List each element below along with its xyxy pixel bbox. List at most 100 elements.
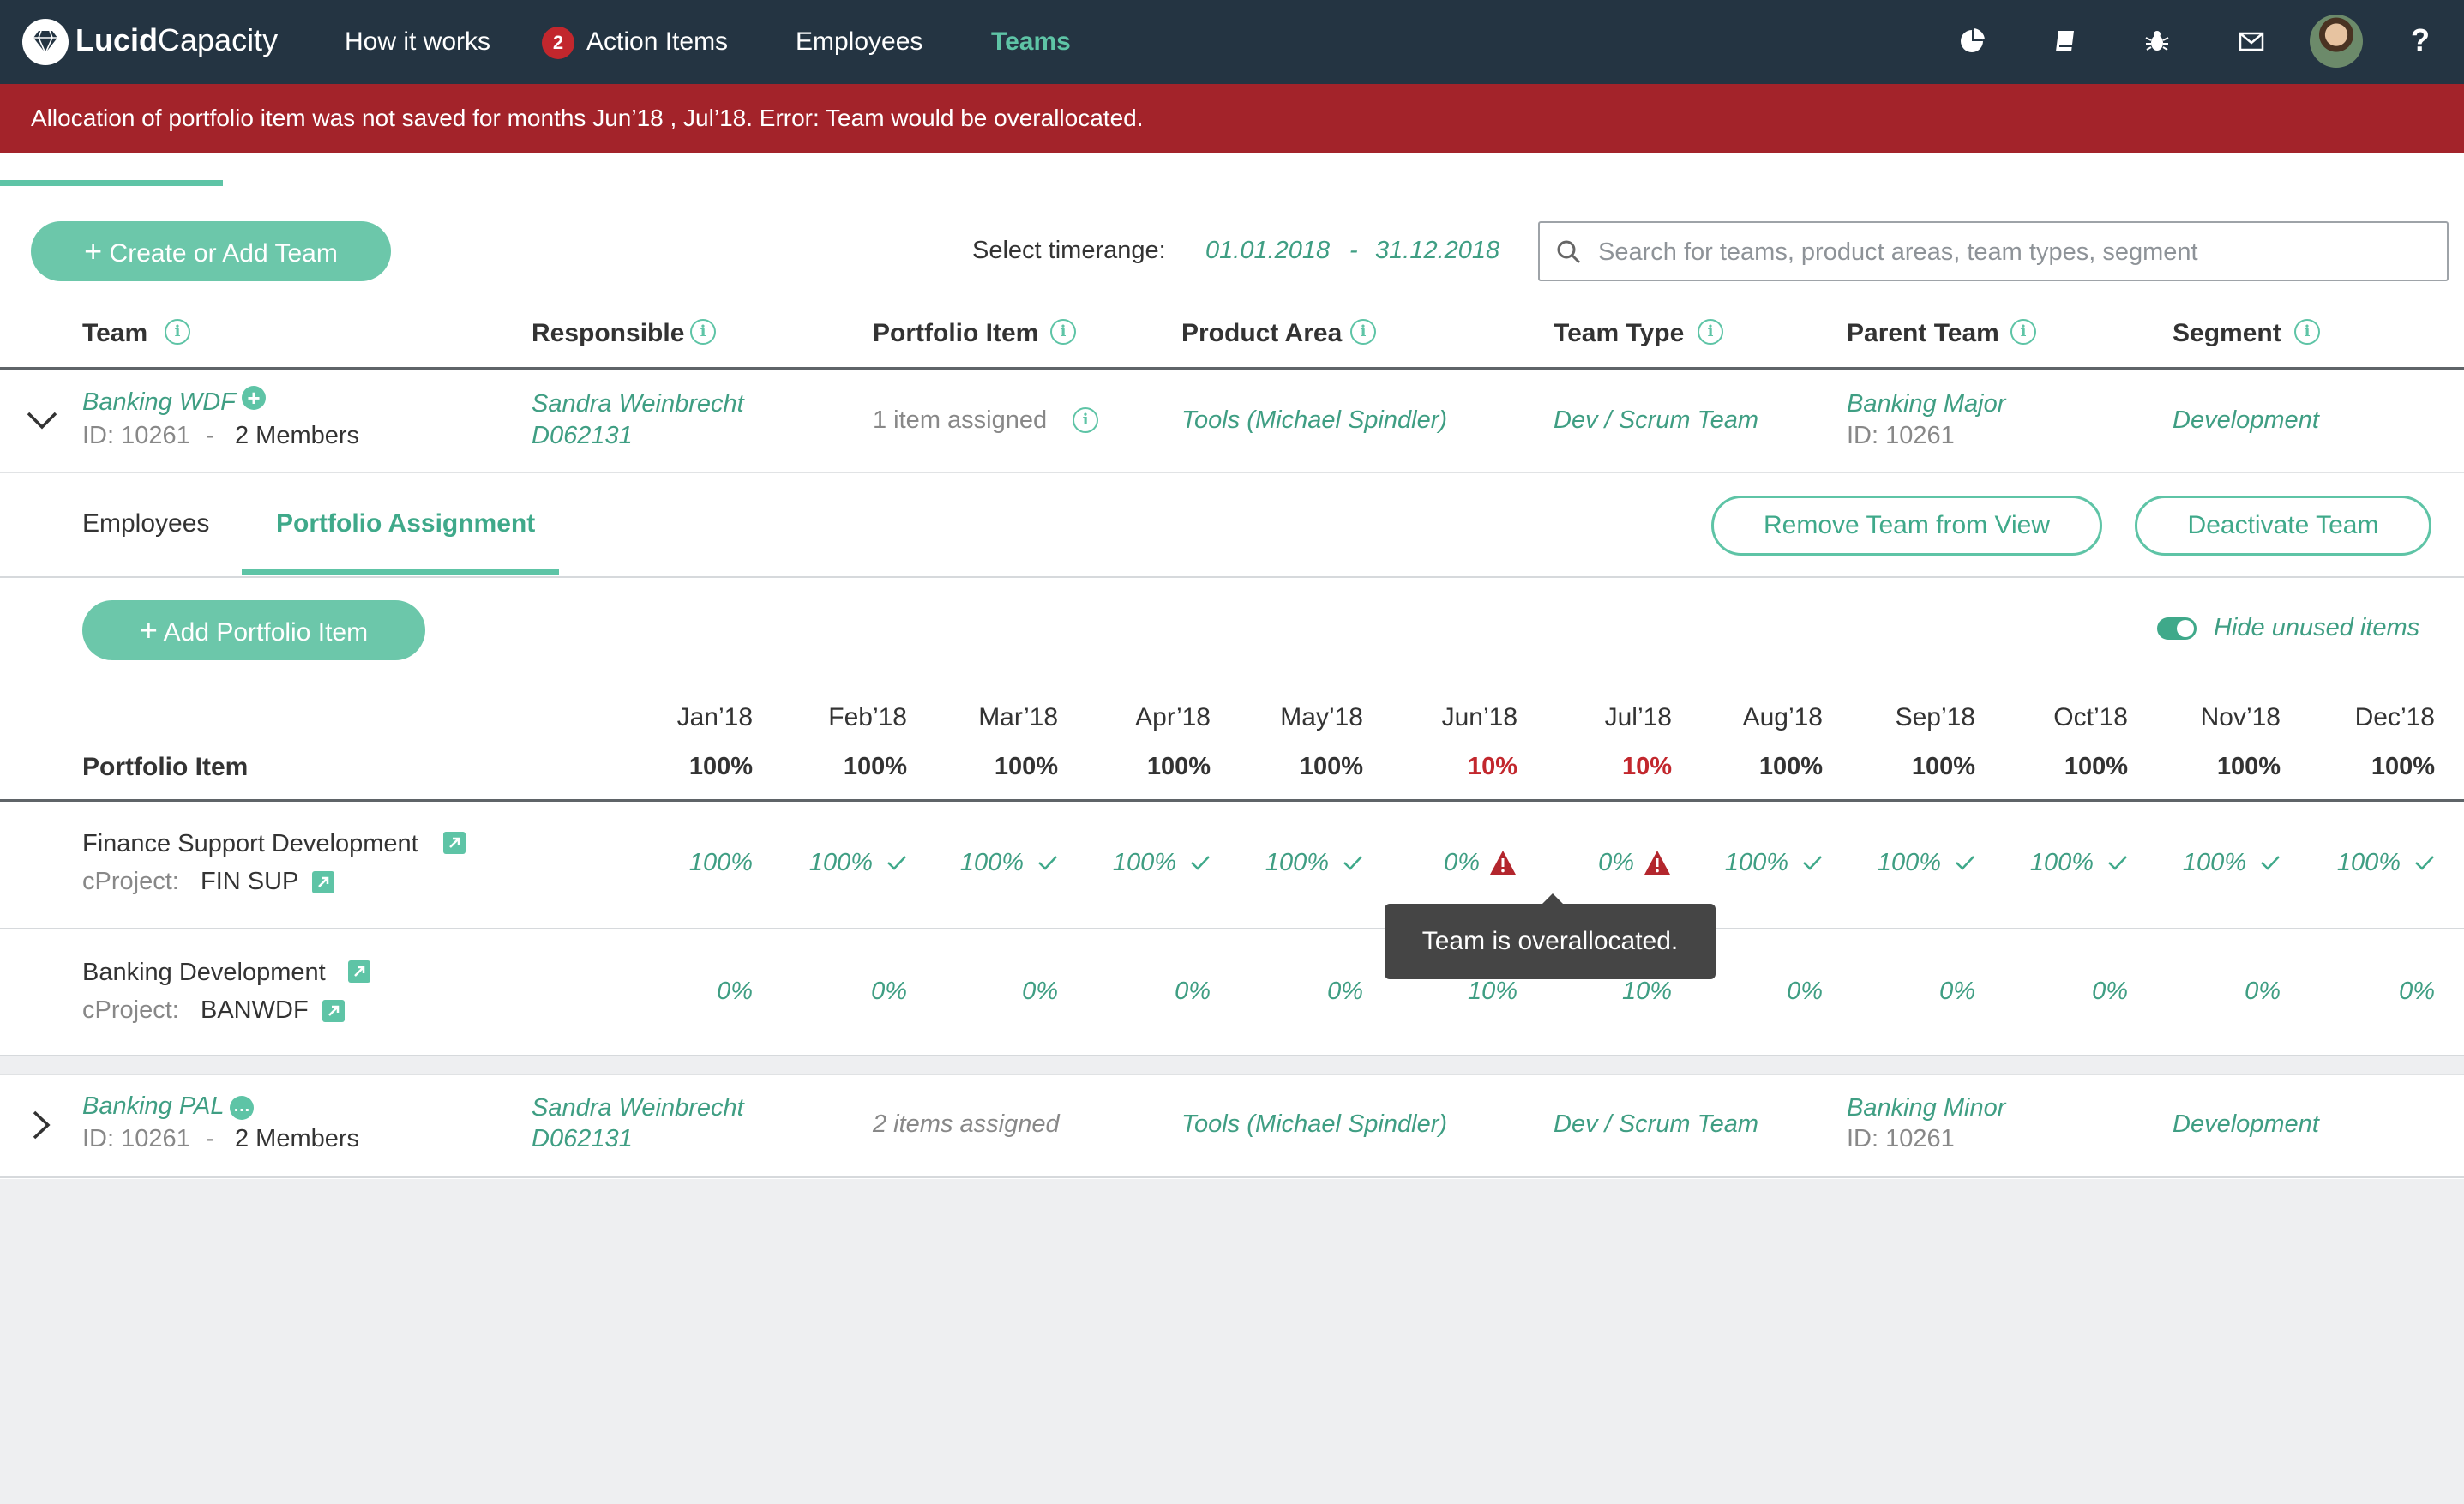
month-label: Jul’18 (1604, 703, 1672, 731)
cproject-label: cProject: (82, 868, 179, 895)
nav-how-it-works[interactable]: How it works (345, 27, 491, 56)
allocation-cell[interactable]: 100% (1112, 849, 1176, 876)
tab-portfolio-assignment[interactable]: Portfolio Assignment (276, 509, 536, 538)
add-portfolio-item-button[interactable]: + Add Portfolio Item (82, 600, 425, 660)
column-header-responsible[interactable]: Responsible (532, 319, 685, 347)
allocation-cell[interactable]: 100% (1265, 849, 1329, 876)
info-icon[interactable]: i (2010, 319, 2036, 345)
info-icon[interactable]: i (2294, 319, 2320, 345)
remove-team-from-view-button[interactable]: Remove Team from View (1711, 496, 2102, 556)
allocation-cell[interactable]: 0% (2092, 978, 2128, 1005)
external-link-icon[interactable] (312, 871, 334, 893)
team-members[interactable]: 2 Members (235, 1125, 360, 1152)
allocation-cell[interactable]: 0% (1327, 978, 1363, 1005)
check-icon (1038, 856, 1057, 870)
month-label: Dec’18 (2354, 703, 2435, 731)
external-link-icon[interactable] (322, 1000, 345, 1022)
column-header-team[interactable]: Team (82, 319, 148, 347)
allocation-cell[interactable]: 100% (1877, 849, 1941, 876)
allocation-cell[interactable]: 100% (808, 849, 873, 876)
allocation-cell[interactable]: 100% (959, 849, 1024, 876)
portfolio-item-column-header[interactable]: Portfolio Item (82, 753, 249, 781)
allocation-cell[interactable]: 0% (2399, 978, 2435, 1005)
team-name[interactable]: Banking PAL (82, 1092, 225, 1120)
allocation-cell[interactable]: 0% (2245, 978, 2281, 1005)
date-to[interactable]: 31.12.2018 (1375, 237, 1500, 264)
product-area[interactable]: Tools (Michael Spindler) (1181, 1110, 1448, 1138)
info-icon[interactable]: i (690, 319, 716, 345)
allocation-cell[interactable]: 0% (1939, 978, 1975, 1005)
app-brand[interactable]: LucidCapacity (75, 22, 278, 58)
month-label: Sep’18 (1895, 703, 1975, 731)
search-input[interactable]: Search for teams, product areas, team ty… (1538, 221, 2449, 281)
column-header-team-type[interactable]: Team Type (1554, 319, 1685, 347)
nav-teams[interactable]: Teams (991, 27, 1071, 56)
help-icon[interactable]: ? (2411, 22, 2430, 57)
diamond-logo-icon[interactable] (22, 19, 69, 65)
add-portfolio-label: Add Portfolio Item (163, 618, 369, 647)
top-navigation-bar: LucidCapacity How it works 2 Action Item… (0, 0, 2464, 84)
bug-icon[interactable] (2142, 26, 2173, 57)
segment[interactable]: Development (2173, 1110, 2319, 1138)
portfolio-count: 1 item assigned (873, 406, 1048, 434)
allocation-cell[interactable]: 100% (2182, 849, 2246, 876)
team-type[interactable]: Dev / Scrum Team (1554, 1110, 1759, 1138)
column-header-product-area[interactable]: Product Area (1181, 319, 1343, 347)
allocation-cell[interactable]: 10% (1621, 978, 1672, 1005)
month-total: 10% (1621, 753, 1672, 780)
add-circle-icon[interactable]: + (242, 386, 266, 410)
month-total: 100% (2216, 753, 2281, 780)
allocation-cell[interactable]: 0% (1598, 849, 1634, 876)
segment[interactable]: Development (2173, 406, 2319, 434)
info-icon[interactable]: i (1050, 319, 1076, 345)
allocation-cell[interactable]: 0% (1022, 978, 1058, 1005)
allocation-cell[interactable]: 0% (1787, 978, 1823, 1005)
column-header-parent-team[interactable]: Parent Team (1847, 319, 1999, 347)
allocation-cell[interactable]: 100% (2336, 849, 2401, 876)
allocation-cell[interactable]: 100% (2029, 849, 2094, 876)
warning-icon[interactable] (1488, 849, 1517, 876)
info-icon[interactable]: i (1073, 407, 1098, 433)
parent-team-name[interactable]: Banking Minor (1847, 1094, 2006, 1122)
allocation-cell[interactable]: 100% (688, 849, 753, 876)
hide-unused-label[interactable]: Hide unused items (2214, 614, 2420, 641)
mail-icon[interactable] (2236, 26, 2267, 57)
chevron-right-icon[interactable] (31, 1110, 51, 1140)
team-type[interactable]: Dev / Scrum Team (1554, 406, 1759, 434)
external-link-icon[interactable] (348, 960, 370, 983)
parent-team-name[interactable]: Banking Major (1847, 390, 2006, 418)
nav-employees[interactable]: Employees (796, 27, 923, 56)
info-icon[interactable]: i (165, 319, 190, 345)
warning-icon[interactable] (1643, 849, 1672, 876)
column-header-segment[interactable]: Segment (2173, 319, 2281, 347)
responsible-name[interactable]: Sandra Weinbrecht (532, 390, 744, 418)
info-icon[interactable]: i (1698, 319, 1723, 345)
pie-chart-icon[interactable] (1956, 26, 1987, 57)
user-avatar[interactable] (2310, 15, 2363, 68)
hide-unused-toggle[interactable] (2157, 617, 2197, 640)
allocation-cell[interactable]: 0% (871, 978, 907, 1005)
responsible-id: D062131 (532, 422, 633, 449)
responsible-name[interactable]: Sandra Weinbrecht (532, 1094, 744, 1122)
column-header-portfolio-item[interactable]: Portfolio Item (873, 319, 1039, 347)
team-name[interactable]: Banking WDF (82, 388, 236, 416)
allocation-cell[interactable]: 100% (1724, 849, 1788, 876)
comment-icon[interactable]: … (230, 1096, 254, 1120)
nav-action-items[interactable]: Action Items (586, 27, 729, 56)
create-team-label: Create or Add Team (109, 239, 338, 268)
allocation-cell[interactable]: 0% (717, 978, 753, 1005)
allocation-cell[interactable]: 10% (1467, 978, 1517, 1005)
product-area[interactable]: Tools (Michael Spindler) (1181, 406, 1448, 434)
tab-employees[interactable]: Employees (82, 509, 210, 538)
book-icon[interactable] (2051, 26, 2082, 57)
deactivate-team-button[interactable]: Deactivate Team (2135, 496, 2431, 556)
allocation-cell[interactable]: 0% (1175, 978, 1211, 1005)
allocation-cell[interactable]: 0% (1444, 849, 1480, 876)
date-from[interactable]: 01.01.2018 (1205, 237, 1331, 264)
team-members[interactable]: 2 Members (235, 422, 360, 449)
info-icon[interactable]: i (1350, 319, 1376, 345)
team-row-banking-pal[interactable] (0, 1074, 2464, 1178)
chevron-down-icon[interactable] (26, 410, 58, 432)
external-link-icon[interactable] (443, 832, 466, 854)
create-or-add-team-button[interactable]: + Create or Add Team (31, 221, 391, 281)
